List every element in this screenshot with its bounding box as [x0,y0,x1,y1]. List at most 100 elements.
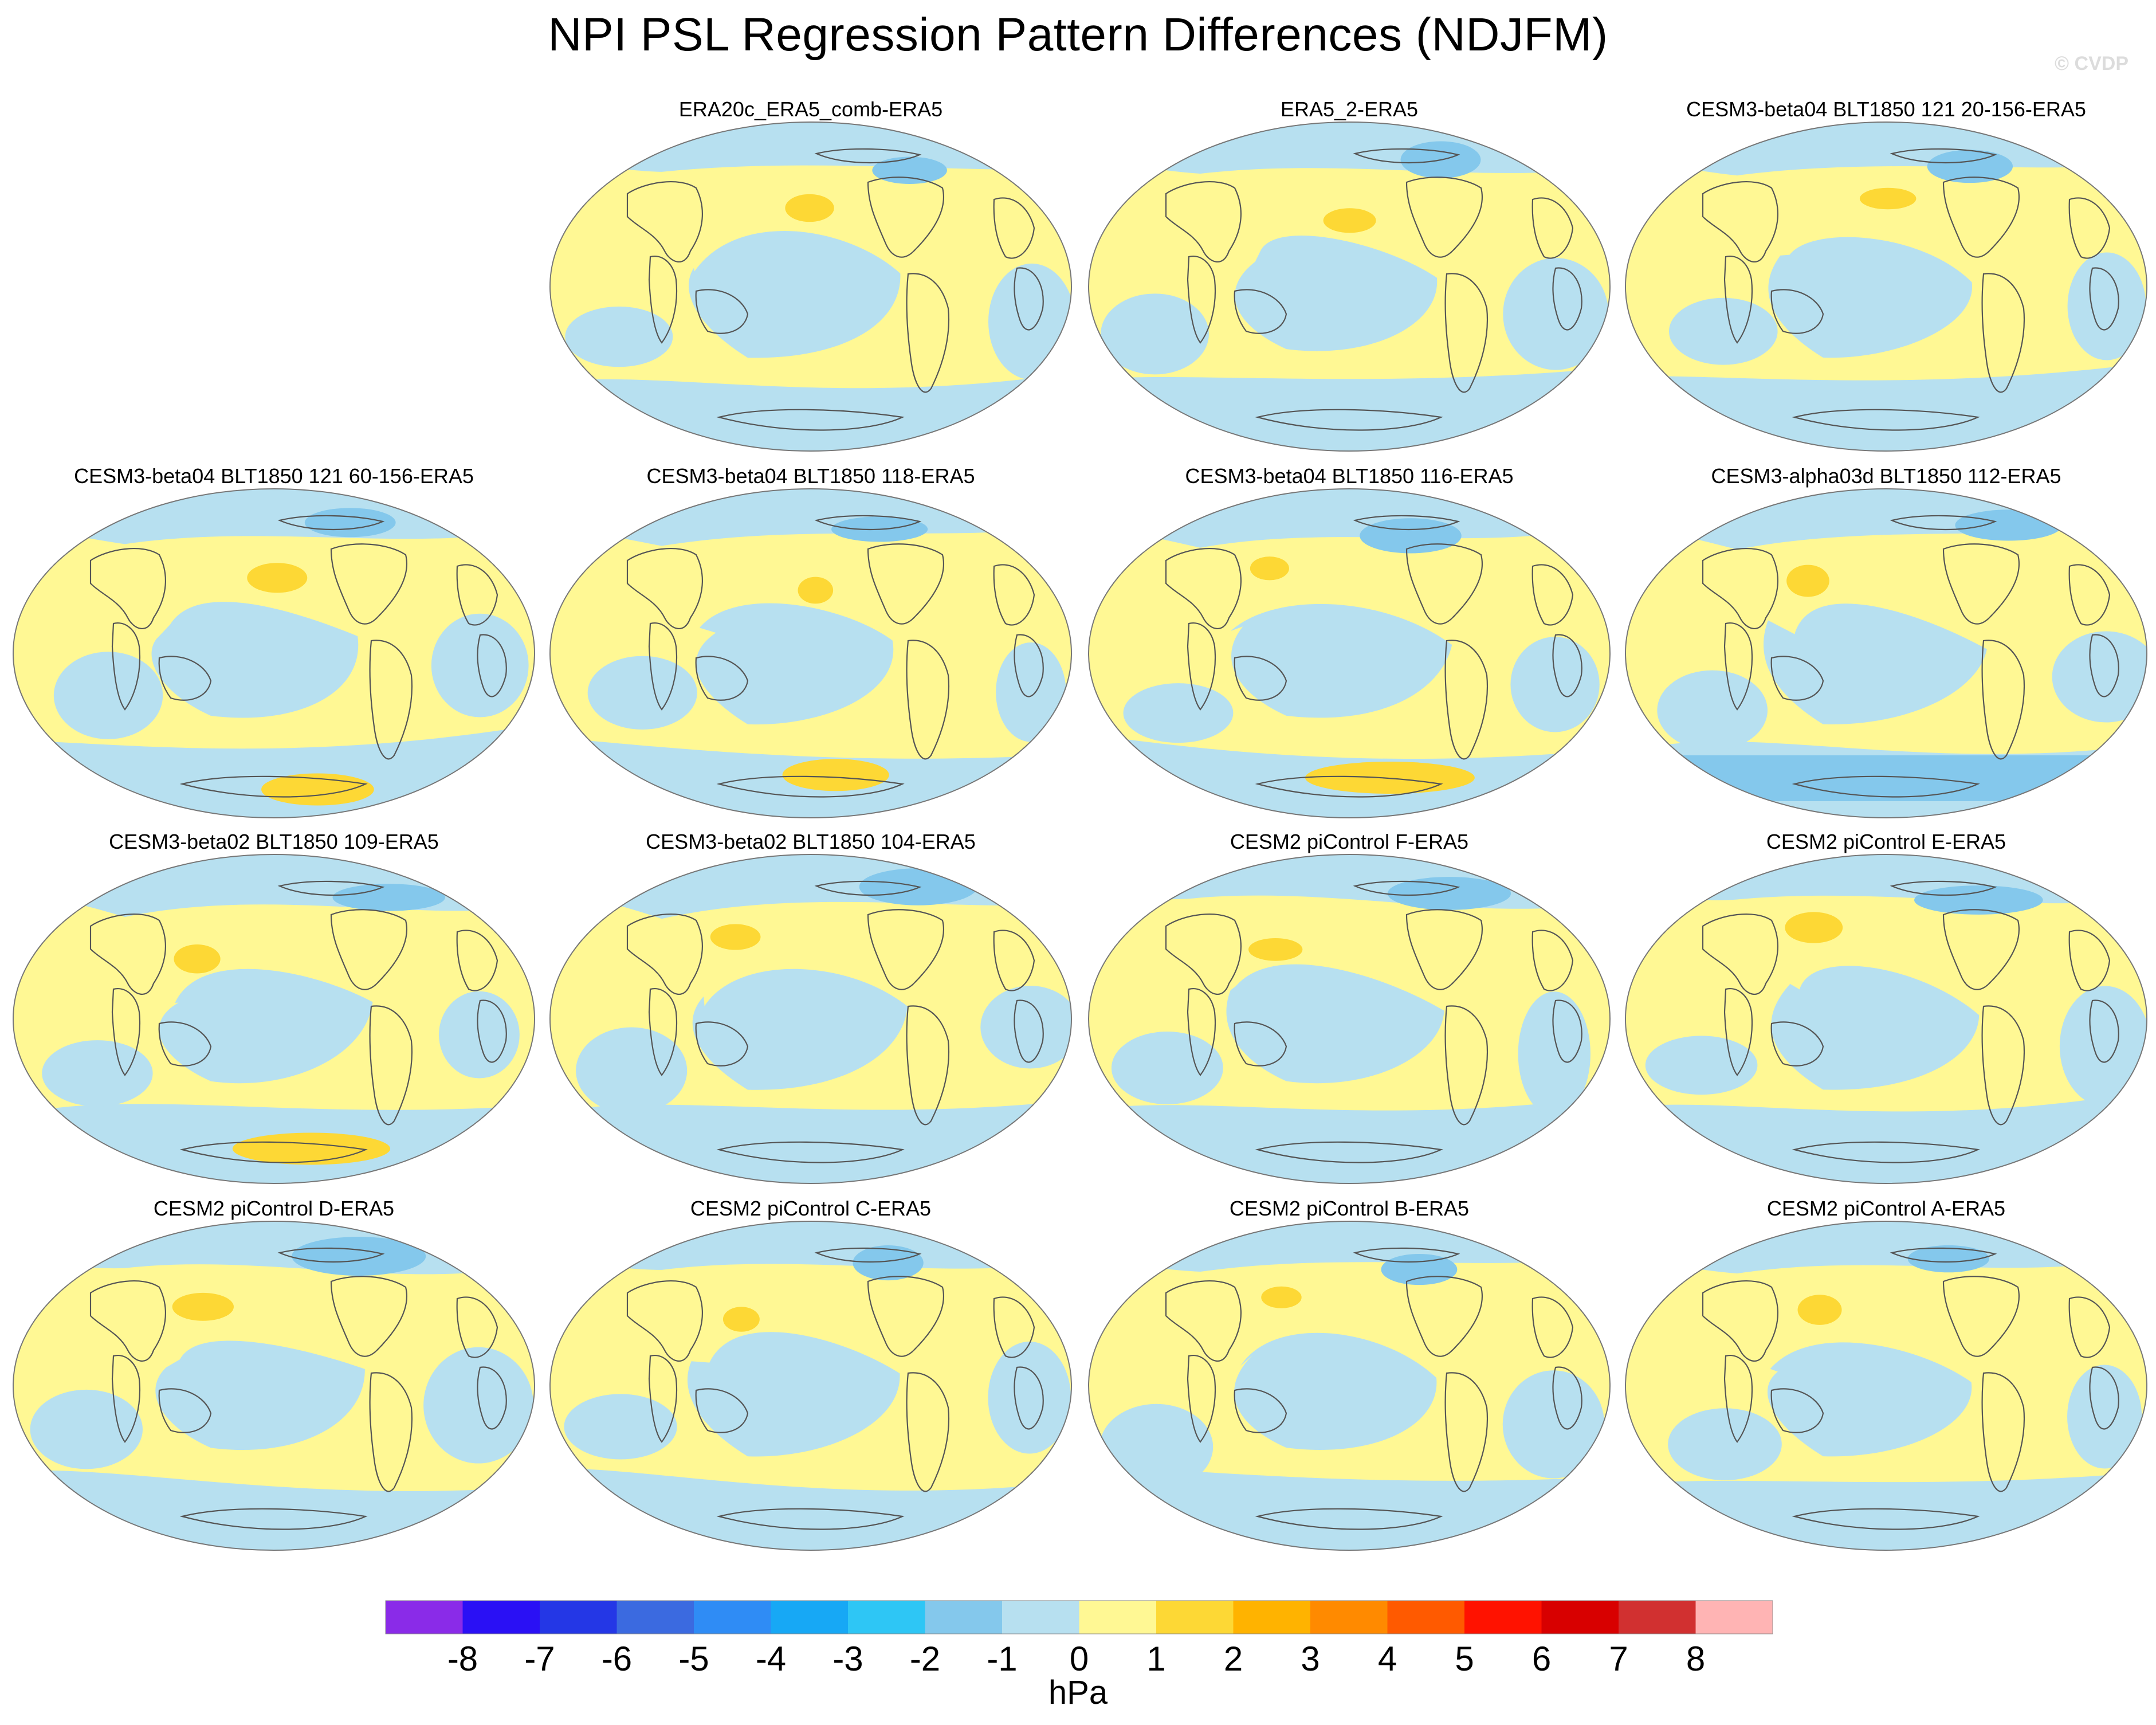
panel-title: CESM2 piControl E-ERA5 [1766,830,2006,853]
coastline [648,255,677,344]
coastline [993,930,1035,991]
anomaly-core [1955,509,2063,541]
coastline [648,1354,677,1443]
coastline [1165,181,1242,263]
robinson-map [549,854,1072,1184]
coastline [626,181,703,263]
anomaly-region [1763,603,1987,724]
anomaly-core [710,924,761,950]
anomaly-region [1099,1403,1214,1490]
colorbar-swatch [694,1601,771,1634]
coastline [1552,999,1582,1063]
map-outline [1088,121,1611,452]
map-outline [1088,1221,1611,1551]
map-outline [549,854,1072,1184]
anomaly-region [1231,603,1452,718]
colorbar-tick: 3 [1301,1640,1320,1678]
map-panel: CESM3-beta04 BLT1850 118-ERA5 [547,464,1074,831]
panel-title: CESM2 piControl F-ERA5 [1230,830,1469,853]
anomaly-region [1767,1342,1972,1457]
coastline [1531,564,1574,626]
anomaly-region [980,985,1071,1069]
map-panel: CESM2 piControl A-ERA5 [1623,1197,2150,1563]
coastline [330,909,407,990]
robinson-map [549,488,1072,818]
map-panel: CESM3-beta04 BLT1850 116-ERA5 [1086,464,1613,831]
coastline [1552,1366,1582,1430]
robinson-map [1088,121,1611,452]
coastline [1794,1508,1980,1530]
panel-title: CESM3-beta02 BLT1850 104-ERA5 [646,830,976,853]
coastline [1770,1021,1824,1067]
coastline [89,1280,166,1362]
coastline [369,640,413,760]
robinson-map [1625,1221,2147,1551]
anomaly-core [232,1132,391,1165]
coastline [1353,1247,1460,1263]
coastline [695,656,749,701]
map-outline [13,488,535,818]
coastline [1981,1005,2025,1126]
figure-title: NPI PSL Regression Pattern Differences (… [548,9,1608,61]
map-panel: CESM2 piControl C-ERA5 [547,1197,1074,1563]
coastline [158,1021,212,1067]
anomaly-region [1510,637,1600,732]
coastline [1353,148,1460,164]
map-panel: CESM3-beta04 BLT1850 121 20-156-ERA5 [1623,97,2150,464]
map-outline [549,121,1072,452]
coastline [1234,289,1287,334]
colorbar-tick: -7 [524,1640,555,1678]
coastline [2089,999,2119,1063]
coastline [906,273,950,393]
coastline [626,1280,703,1362]
colorbar-swatch [386,1601,463,1634]
map-panel: CESM3-beta02 BLT1850 109-ERA5 [10,830,537,1197]
anomaly-region [151,602,359,718]
coastline [1187,622,1216,711]
coastline [1770,656,1824,701]
coastline [1444,273,1489,393]
coastline [1165,548,1242,630]
coastline [1405,909,1483,990]
coastline [1723,1354,1753,1443]
coastline [1890,148,1997,164]
anomaly-core [798,577,834,604]
colorbar-swatch [462,1601,540,1634]
anomaly-region [155,1340,365,1450]
anomaly-core [1859,187,1917,210]
coastline [718,775,905,798]
coastline [814,1247,922,1263]
anomaly-region [42,1040,153,1107]
coastline [1234,1021,1287,1067]
coastline [1890,1247,1997,1263]
coastline [1444,640,1489,760]
coastline [89,548,166,630]
coastline [1257,1508,1443,1530]
coastline [626,914,703,995]
coastline [1702,548,1778,630]
anomaly-region [1668,297,1778,365]
anomaly-region [576,1027,688,1114]
coastline [1702,914,1778,995]
coastline [1353,880,1460,896]
colorbar-swatch [616,1601,694,1634]
coastline [695,289,749,334]
panel-title: CESM3-beta04 BLT1850 121 60-156-ERA5 [74,464,474,488]
coastline [814,880,922,896]
coastline [1770,1388,1824,1433]
anomaly-region [1625,854,2147,904]
coastline [1234,1388,1287,1433]
panel-title: CESM3-beta04 BLT1850 116-ERA5 [1185,464,1514,488]
map-panel: CESM3-beta02 BLT1850 104-ERA5 [547,830,1074,1197]
anomaly-core [722,1307,760,1332]
colorbar-tick: 4 [1377,1640,1397,1678]
colorbar-swatch [848,1601,925,1634]
map-outline [1625,488,2147,818]
panel-title: CESM2 piControl D-ERA5 [153,1197,395,1220]
coastline [1552,267,1582,331]
coastline [277,1247,385,1263]
anomaly-region [1234,1332,1437,1450]
anomaly-core [1305,761,1475,794]
map-outline [1625,854,2147,1184]
coastline [1942,909,2020,990]
